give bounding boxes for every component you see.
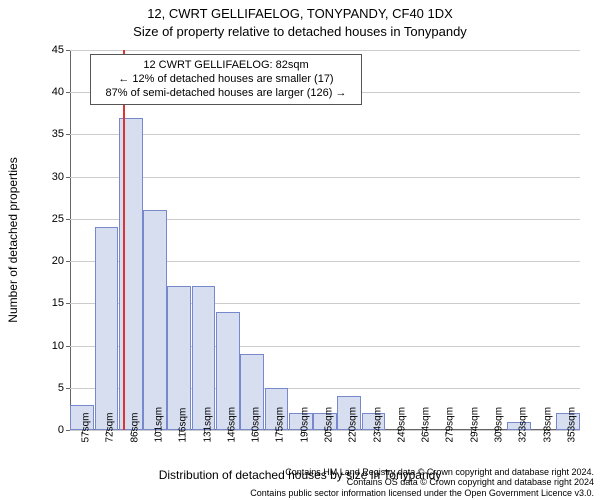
ytick-mark (66, 430, 70, 431)
ytick-label: 25 (34, 213, 64, 225)
ytick-label: 10 (34, 340, 64, 352)
ytick-label: 35 (34, 128, 64, 140)
ytick-mark (66, 50, 70, 51)
ytick-mark (66, 303, 70, 304)
y-axis-line (70, 50, 71, 430)
histogram-bar (143, 210, 167, 430)
ytick-label: 15 (34, 297, 64, 309)
annotation-line: 12 CWRT GELLIFAELOG: 82sqm (97, 59, 355, 73)
histogram-bar (95, 227, 119, 430)
footer-line: Contains public sector information licen… (250, 488, 594, 498)
ytick-mark (66, 388, 70, 389)
ytick-mark (66, 134, 70, 135)
ytick-label: 0 (34, 424, 64, 436)
footer-credits: Contains HM Land Registry data © Crown c… (250, 467, 594, 498)
gridline (70, 177, 580, 178)
annotation-line: ← 12% of detached houses are smaller (17… (97, 73, 355, 87)
annotation-box: 12 CWRT GELLIFAELOG: 82sqm← 12% of detac… (90, 54, 362, 105)
footer-line: Contains HM Land Registry data © Crown c… (250, 467, 594, 477)
ytick-label: 5 (34, 382, 64, 394)
reference-line (123, 50, 125, 430)
plot-area (70, 50, 580, 430)
ytick-mark (66, 92, 70, 93)
gridline (70, 134, 580, 135)
annotation-line: 87% of semi-detached houses are larger (… (97, 87, 355, 101)
histogram-bar (119, 118, 143, 430)
ytick-label: 45 (34, 44, 64, 56)
ytick-label: 30 (34, 171, 64, 183)
ytick-mark (66, 346, 70, 347)
gridline (70, 50, 580, 51)
y-axis-label: Number of detached properties (6, 157, 20, 322)
ytick-mark (66, 219, 70, 220)
ytick-mark (66, 177, 70, 178)
chart-title-address: 12, CWRT GELLIFAELOG, TONYPANDY, CF40 1D… (0, 6, 600, 21)
ytick-label: 40 (34, 86, 64, 98)
ytick-mark (66, 261, 70, 262)
ytick-label: 20 (34, 255, 64, 267)
chart-title-subtitle: Size of property relative to detached ho… (0, 24, 600, 39)
footer-line: Contains OS data © Crown copyright and d… (250, 477, 594, 487)
